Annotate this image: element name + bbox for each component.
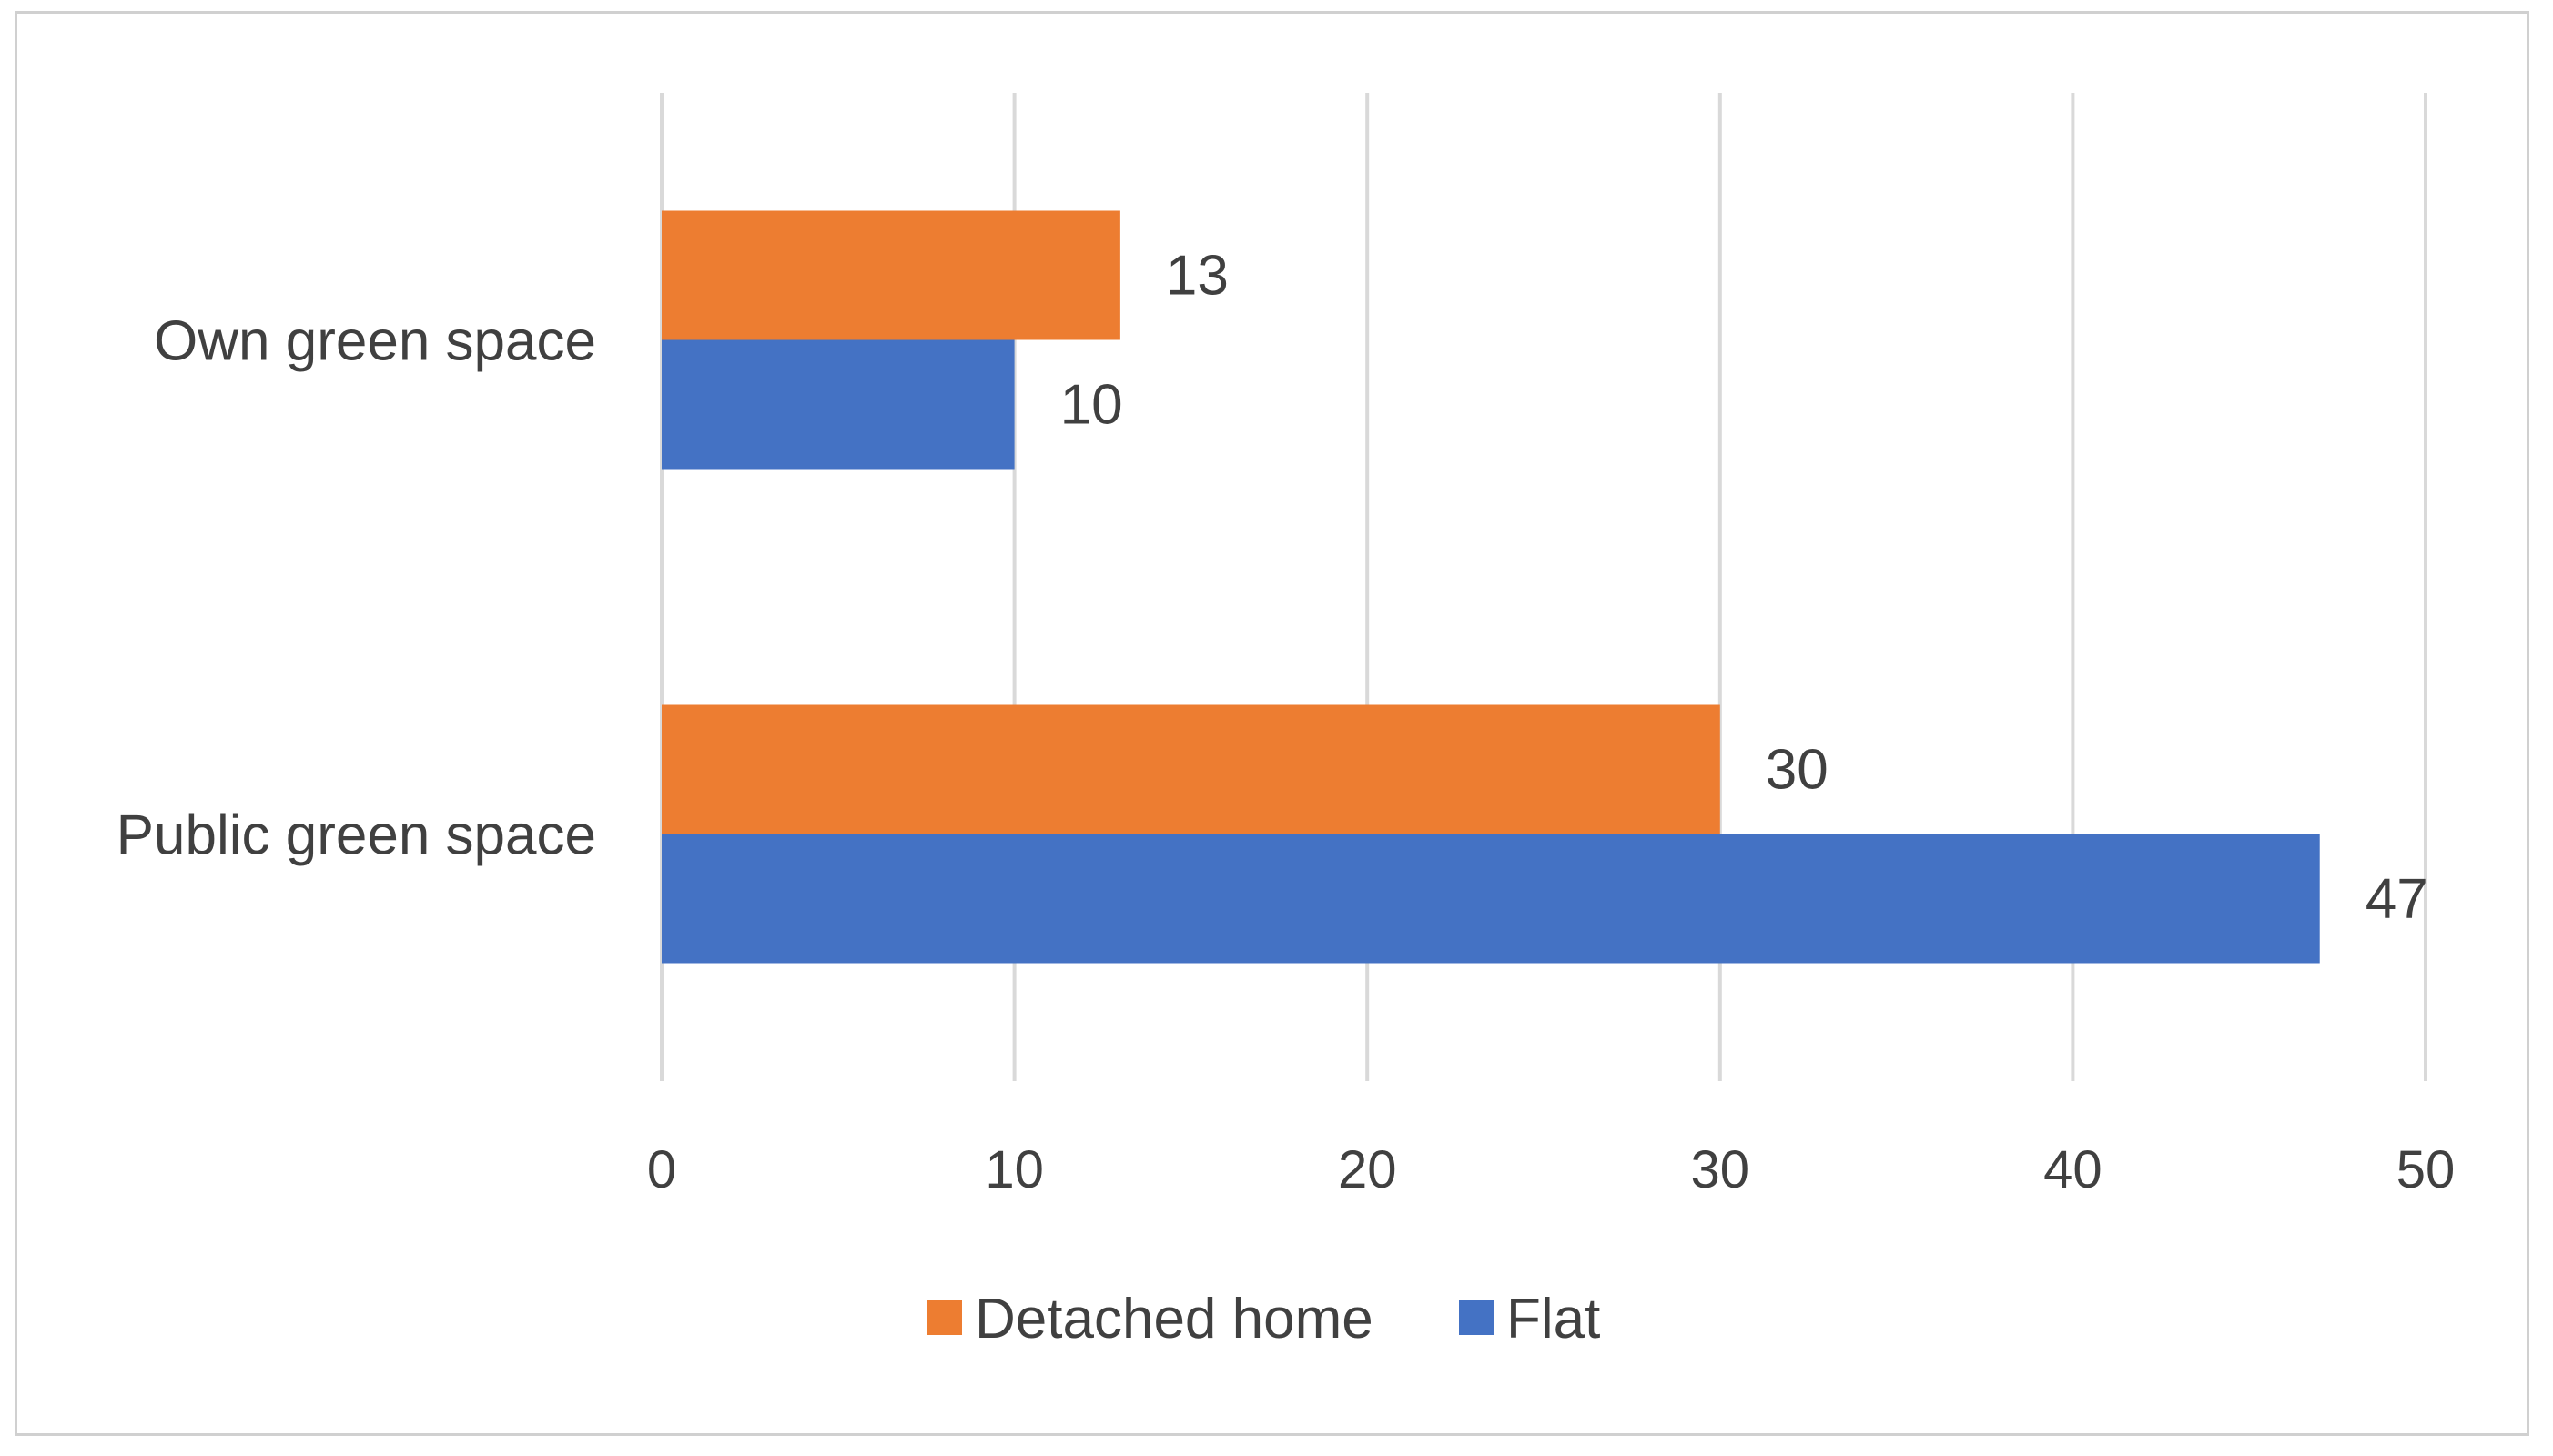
category-label: Public green space (117, 804, 596, 867)
bar-detached-home-1 (662, 704, 1720, 834)
bar-flat-1 (662, 834, 2320, 964)
legend-swatch-flat (1459, 1300, 1494, 1335)
bar-detached-home-0 (662, 210, 1120, 340)
data-label: 13 (1166, 245, 1229, 308)
x-tick-label: 20 (1338, 1140, 1397, 1199)
bars (662, 210, 2320, 964)
data-label: 30 (1766, 739, 1829, 802)
legend-label: Flat (1506, 1288, 1600, 1350)
x-tick-label: 0 (647, 1140, 676, 1199)
category-label: Own green space (154, 310, 596, 373)
x-tick-label: 10 (985, 1140, 1044, 1199)
x-tick-label: 50 (2396, 1140, 2456, 1199)
data-label: 10 (1060, 374, 1123, 437)
bar-flat-0 (662, 339, 1015, 470)
legend-swatch-detached-home (927, 1300, 962, 1335)
legend: Detached home Flat (927, 1288, 1600, 1350)
x-tick-label: 30 (1691, 1140, 1750, 1199)
labels: 0 10 20 30 40 50 13 10 Own green space 30 47 Public… (117, 245, 2456, 1200)
data-label: 47 (2366, 868, 2428, 931)
x-tick-label: 40 (2043, 1140, 2102, 1199)
legend-label: Detached home (975, 1288, 1373, 1350)
